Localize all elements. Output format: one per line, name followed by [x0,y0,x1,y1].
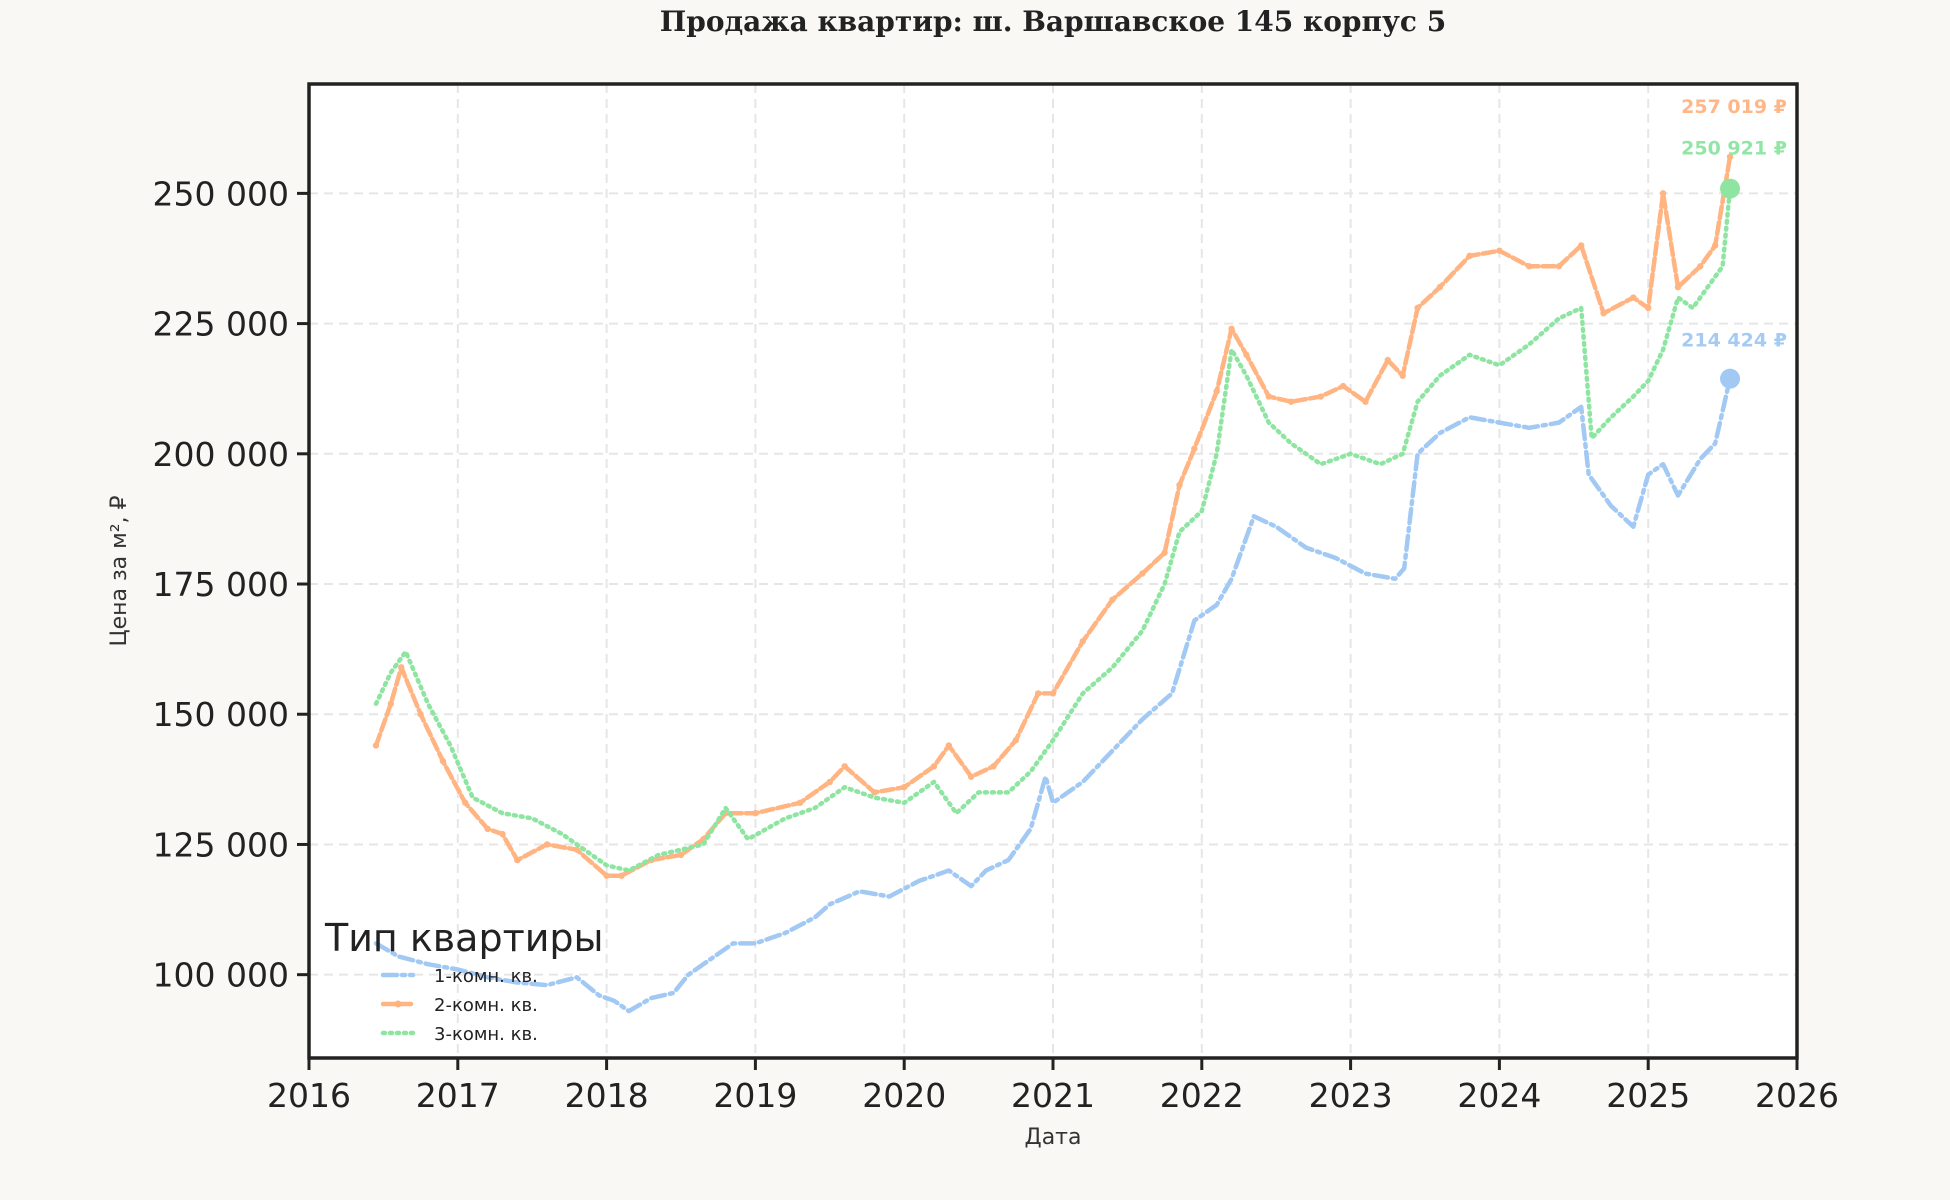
x-tick-label: 2019 [713,1076,797,1115]
series-point-2 [417,711,424,718]
series-point-2 [990,763,997,770]
y-tick-label: 225 000 [153,305,289,344]
series-point-2 [1317,393,1325,400]
series-point-2 [841,763,848,770]
series-point-2 [1645,304,1652,312]
series-point-2 [1339,382,1347,390]
series-point-2 [1161,549,1168,556]
chart-title: Продажа квартир: ш. Варшавское 145 корпу… [660,5,1446,38]
x-axis-label: Дата [1025,1125,1082,1150]
series-point-2 [967,773,975,780]
series-point-2 [1012,737,1019,744]
series-point-2 [603,872,610,879]
series-line-1 [373,376,1733,1014]
series-point-2 [1674,283,1682,291]
y-tick-label: 175 000 [153,565,289,604]
legend-label-2: 2-комн. кв. [434,995,538,1016]
series-point-2 [372,742,380,749]
end-marker-1 [1720,368,1741,389]
series-point-2 [1384,356,1392,364]
series-point-2 [1139,570,1146,577]
series-layer [372,153,1734,1014]
series-point-2 [1228,325,1235,333]
series-point-2 [1265,393,1272,400]
legend-label-1: 1-комн. кв. [434,966,538,987]
legend-swatch-marker [394,1000,402,1008]
series-point-2 [1213,388,1220,395]
x-tick-label: 2024 [1457,1076,1541,1115]
x-tick-label: 2021 [1011,1076,1095,1115]
series-point-2 [514,856,521,864]
series-point-2 [1711,242,1719,249]
x-tick-label: 2026 [1755,1076,1839,1115]
y-tick-label: 200 000 [153,435,289,474]
series-point-2 [1243,351,1250,359]
series-point-2 [462,799,469,806]
series-point-2 [1399,372,1406,379]
end-value-label-1: 214 424 ₽ [1681,330,1787,352]
x-tick-label: 2016 [267,1076,351,1115]
series-point-2 [618,872,625,879]
x-axis: 2016 2017 2018 2019 2020 2021 2022 2023 2024 2025… [267,1058,1839,1115]
series-point-2 [439,757,447,765]
series-point-2 [796,799,804,806]
x-tick-label: 2025 [1606,1076,1690,1115]
series-point-2 [1034,690,1042,697]
x-tick-label: 2017 [416,1076,500,1115]
x-tick-label: 2020 [862,1076,946,1115]
y-axis-label: Цена за м², ₽ [107,495,132,646]
series-point-2 [1600,309,1607,317]
legend: Тип квартиры 1-комн. кв. 2-комн. кв. 3-ком… [324,916,604,1045]
series-point-2 [930,763,938,770]
series-point-2 [1436,283,1444,291]
series-point-2 [1176,481,1183,489]
series-point-2 [499,830,506,838]
series-point-2 [752,809,759,817]
series-point-2 [1191,445,1198,452]
y-axis: 100 000 125 000 150 000 175 000 200 000 225 0… [153,174,309,995]
series-point-2 [945,742,953,749]
series-point-2 [1578,242,1585,249]
x-tick-label: 2022 [1160,1076,1244,1115]
series-point-2 [826,778,833,786]
legend-label-3: 3-комн. кв. [434,1024,538,1045]
series-point-2 [1362,398,1369,405]
series-point-2 [398,664,405,671]
series-point-2 [901,783,908,791]
series-point-2 [1079,638,1086,645]
series-point-2 [1496,247,1503,254]
series-point-2 [1555,263,1563,270]
end-marker-3 [1720,178,1741,199]
y-tick-label: 250 000 [153,174,289,213]
end-value-label-3: 250 921 ₽ [1681,138,1787,160]
series-point-2 [1466,252,1473,260]
series-point-2 [1287,398,1295,405]
series-point-2 [1049,690,1057,697]
legend-title: Тип квартиры [324,916,604,960]
series-point-2 [677,851,685,859]
series-point-2 [1414,304,1421,312]
series-point-2 [1726,153,1734,161]
x-tick-label: 2023 [1309,1076,1393,1115]
y-tick-label: 150 000 [153,695,289,734]
end-annotations: 214 424 ₽ 257 019 ₽ 250 921 ₽ [1681,96,1787,389]
series-point-2 [1109,596,1116,603]
y-tick-label: 100 000 [153,956,289,995]
series-point-2 [1630,294,1637,301]
series-point-2 [1525,263,1533,270]
series-point-2 [1659,190,1667,197]
series-point-2 [871,789,878,796]
series-point-2 [484,825,491,833]
series-point-2 [543,841,551,848]
series-point-2 [573,846,581,853]
x-tick-label: 2018 [565,1076,649,1115]
series-point-2 [1697,263,1704,270]
y-tick-label: 125 000 [153,825,289,864]
series-line-3 [373,186,1733,873]
end-value-label-2: 257 019 ₽ [1681,96,1787,118]
series-point-2 [387,700,395,708]
